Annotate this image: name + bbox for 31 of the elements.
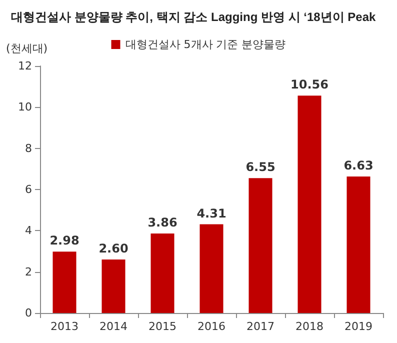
text: 6.63: [344, 158, 374, 173]
y-tick-label: 10: [18, 100, 32, 114]
text: 2.60: [98, 241, 128, 256]
x-tick-label: 2019: [344, 320, 372, 333]
legend-label: 대형건설사 5개사 기준 분양물량: [125, 38, 286, 51]
y-tick-label: 8: [25, 142, 32, 155]
text: 10.56: [290, 78, 328, 92]
y-tick-label: 6: [25, 183, 32, 196]
bar: [346, 176, 370, 313]
y-tick-label: 4: [25, 224, 32, 238]
x-tick-label: 2018: [296, 320, 324, 333]
bar: [200, 224, 224, 313]
x-tick-label: 2016: [198, 320, 226, 333]
bar: [298, 96, 322, 313]
bar: [52, 252, 76, 313]
text: 6.55: [246, 160, 276, 174]
x-tick-label: 2017: [246, 320, 274, 333]
text: 3.86: [148, 216, 178, 230]
bar: [150, 234, 174, 313]
y-axis-title: (천세대): [6, 42, 48, 55]
bar: [248, 178, 272, 313]
bar: [102, 259, 126, 313]
text: 2.98: [50, 234, 80, 248]
chart-title: 대형건설사 분양물량 추이, 택지 감소 Lagging 반영 시 ‘18년이 Peak: [11, 10, 376, 24]
y-tick-label: 2: [25, 265, 32, 278]
x-tick-label: 2015: [148, 320, 176, 333]
y-tick-label: 0: [25, 306, 32, 320]
y-tick-label: 12: [18, 60, 32, 72]
text: 4.31: [196, 206, 226, 220]
x-tick-label: 2013: [50, 320, 78, 333]
x-tick-label: 2014: [100, 320, 128, 333]
